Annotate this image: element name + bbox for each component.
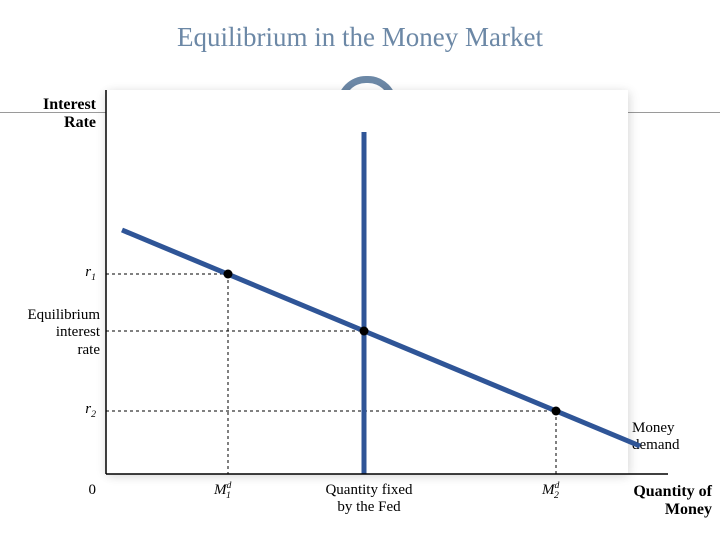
point-pe [360, 327, 369, 336]
point-p1 [224, 270, 233, 279]
chart-svg [0, 0, 720, 540]
point-p2 [552, 407, 561, 416]
money-demand-line [122, 230, 640, 446]
slide-root: Equilibrium in the Money Market Interest… [0, 0, 720, 540]
